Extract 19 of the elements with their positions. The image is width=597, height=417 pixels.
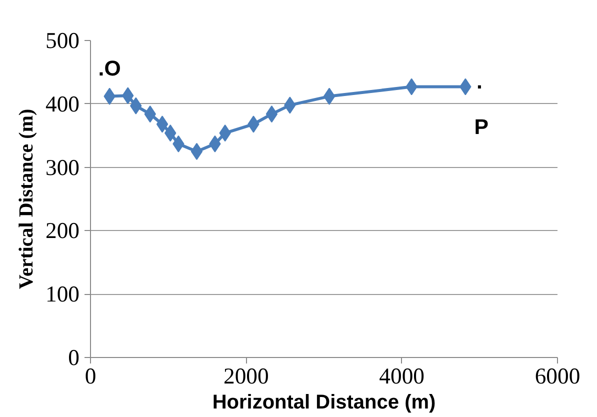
y-tick-label: 200 [46, 218, 80, 244]
y-tick-label: 300 [46, 154, 80, 180]
point [156, 116, 168, 133]
point [266, 106, 278, 123]
x-tick-label: 4000 [379, 364, 424, 388]
x-tick-label: 0 [84, 364, 96, 388]
annotation: P [474, 114, 489, 139]
y-tick-label: 100 [46, 282, 80, 307]
y-axis-title: Vertical Distance (m) [16, 108, 38, 290]
point [323, 88, 336, 105]
annotation: .O [98, 56, 121, 80]
annotation: . [476, 69, 482, 94]
y-tick-label: 0 [68, 345, 80, 370]
y-tick-label: 500 [46, 28, 80, 53]
point [190, 142, 203, 160]
y-tick-label: 400 [46, 91, 80, 116]
x-axis-title: Horizontal Distance (m) [212, 392, 436, 414]
x-tick-label: 6000 [534, 364, 580, 388]
x-tick-label: 2000 [224, 364, 269, 388]
